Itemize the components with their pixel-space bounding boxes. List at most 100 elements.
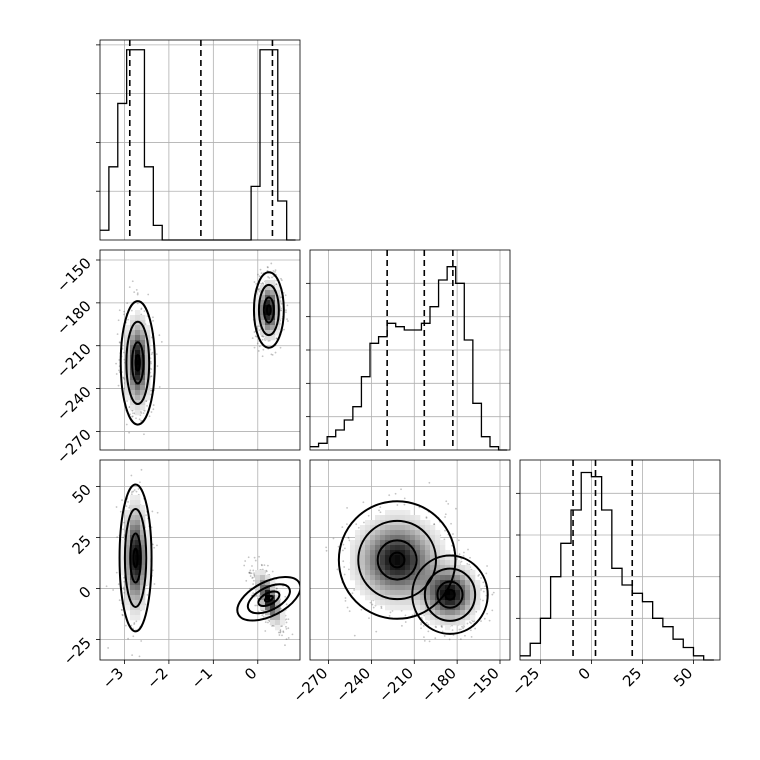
density-cell [365, 530, 371, 536]
density-cell [135, 325, 141, 331]
density-cell [365, 595, 371, 601]
contour-line [337, 500, 457, 620]
density-cell [265, 580, 271, 586]
density-cell [270, 335, 276, 341]
sample-point [470, 635, 473, 638]
density-cell [135, 540, 141, 546]
density-cell [440, 555, 446, 561]
density-cell [440, 610, 446, 616]
sample-point [143, 409, 146, 412]
density-cell [420, 595, 426, 601]
density-cell [400, 555, 406, 561]
sample-point [433, 523, 436, 526]
sample-point [142, 412, 145, 415]
sample-point [266, 564, 269, 567]
density-cell [400, 530, 406, 536]
sample-point [268, 277, 271, 279]
sample-point [401, 624, 403, 627]
y-tick-label: −240 [53, 383, 95, 425]
sample-point [346, 506, 348, 509]
sample-point [343, 566, 346, 568]
sample-point [285, 311, 287, 314]
sample-point [261, 564, 263, 567]
sample-point [140, 419, 142, 422]
x-tick-label: −180 [418, 664, 460, 706]
sample-point [253, 281, 256, 283]
density-cell [450, 585, 456, 591]
density-cell [420, 540, 426, 546]
density-cell [390, 555, 396, 561]
density-cell [275, 620, 281, 626]
density-cell [365, 540, 371, 546]
density-cell [365, 560, 371, 566]
density-cell [125, 560, 131, 566]
sample-point [425, 516, 428, 519]
density-cell [400, 515, 406, 521]
density-cell [425, 520, 431, 526]
density-cell [370, 590, 376, 596]
density-cell [395, 560, 401, 566]
sample-point [253, 346, 256, 349]
density-cell [365, 585, 371, 591]
density-cell [360, 530, 366, 536]
sample-point [287, 618, 290, 621]
sample-point [355, 523, 358, 526]
density-cell [470, 600, 476, 606]
sample-point [404, 614, 407, 617]
sample-point [279, 631, 282, 634]
x-tick-label: −1 [188, 664, 216, 692]
sample-point [249, 572, 252, 575]
sample-point [117, 319, 120, 322]
sample-point [470, 622, 472, 625]
density-cell [140, 335, 146, 341]
sample-point [282, 630, 285, 633]
sample-point [434, 625, 437, 628]
density-cell [430, 590, 436, 596]
density-cell [460, 565, 466, 571]
density-cell [140, 400, 146, 406]
density-cell [135, 310, 141, 316]
sample-point [137, 488, 140, 490]
density-cell [145, 575, 151, 581]
sample-point [252, 579, 255, 582]
density-cell [395, 510, 401, 516]
density-cell [360, 570, 366, 576]
density-cell [435, 610, 441, 616]
contour-line [423, 567, 477, 622]
contour-line [246, 583, 291, 615]
density-cell [390, 530, 396, 536]
sample-point [263, 564, 266, 567]
sample-point [459, 638, 462, 641]
sample-point [279, 346, 282, 349]
sample-point [336, 568, 339, 571]
density-cell [425, 550, 431, 556]
sample-point [275, 283, 278, 286]
density-cell [370, 535, 376, 541]
contour-line [436, 580, 464, 609]
density-cell [280, 620, 286, 626]
sample-point [150, 389, 152, 392]
sample-point [135, 620, 138, 623]
sample-point [252, 569, 255, 572]
sample-point [403, 497, 406, 500]
sample-point [158, 334, 161, 337]
sample-point [325, 549, 328, 552]
density-cell [135, 370, 141, 376]
density-cell [140, 525, 146, 531]
density-cell [415, 540, 421, 546]
density-cell [370, 595, 376, 601]
density-cell [140, 340, 146, 346]
density-cell [270, 295, 276, 301]
density-cell [435, 530, 441, 536]
density-cell [380, 560, 386, 566]
density-cell [405, 600, 411, 606]
density-cell [140, 560, 146, 566]
density-cell [135, 530, 141, 536]
density-cell [450, 570, 456, 576]
density-cell [380, 600, 386, 606]
density-cell [275, 625, 281, 631]
sample-point [491, 593, 494, 596]
sample-point [123, 310, 125, 313]
density-cell [470, 595, 476, 601]
sample-point [140, 412, 143, 414]
